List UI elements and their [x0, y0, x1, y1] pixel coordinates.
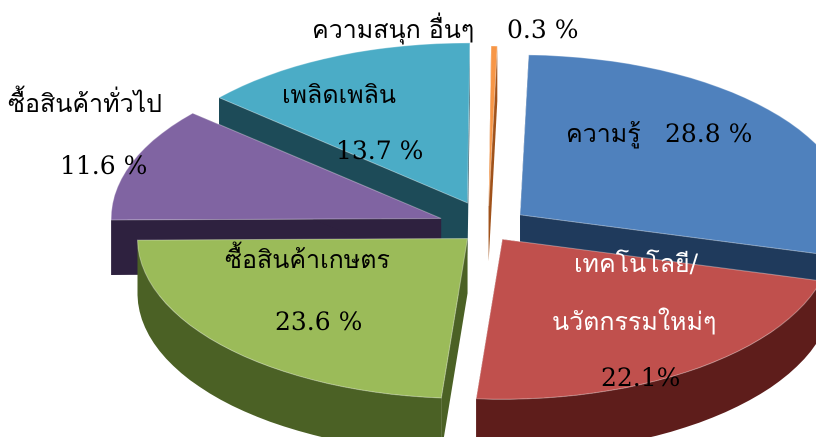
- slice-outer-wall-agri-goods: [137, 240, 442, 437]
- slice-general-goods: [110, 112, 442, 221]
- value-technology: 22.1%: [601, 363, 680, 392]
- slice-wall-leisure-1: [467, 42, 470, 258]
- label-leisure: เพลิดเพลิน: [282, 80, 396, 109]
- slice-outer-wall-technology: [476, 288, 816, 437]
- slice-tops: [110, 42, 816, 400]
- value-general-goods: 11.6 %: [60, 151, 147, 180]
- label-technology-line2: นวัตกรรมใหม่ๆ: [552, 307, 716, 336]
- label-fun-other: ความสนุก อื่นๆ: [312, 12, 474, 45]
- slice-leisure: [217, 42, 471, 204]
- slice-agri-goods: [136, 238, 469, 399]
- value-leisure: 13.7 %: [336, 136, 423, 165]
- slice-wall-fun-other-1: [488, 46, 498, 262]
- label-knowledge: ความรู้: [566, 119, 641, 149]
- slice-knowledge: [519, 54, 816, 255]
- label-general-goods: ซื้อสินค้าทั่วไป: [8, 85, 162, 118]
- slice-technology: [475, 238, 816, 400]
- value-knowledge: 28.8 %: [665, 119, 752, 148]
- label-technology-line1: เทคโนโลยี/: [574, 249, 699, 278]
- value-fun-other: 0.3 %: [507, 15, 578, 44]
- label-agri-goods: ซื้อสินค้าเกษตร: [225, 241, 390, 274]
- slice-fun-other: [488, 45, 498, 207]
- value-agri-goods: 23.6 %: [275, 307, 362, 336]
